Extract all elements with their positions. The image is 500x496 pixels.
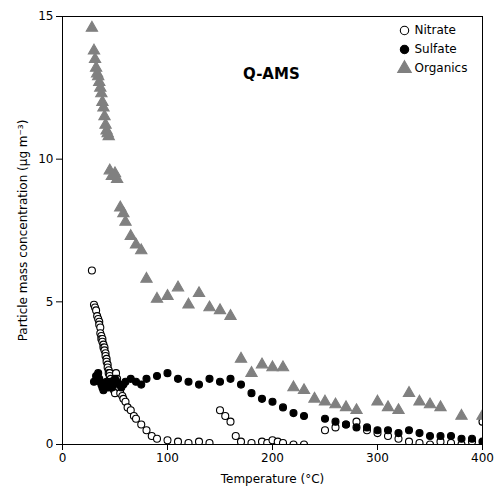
svg-text:300: 300	[366, 451, 389, 465]
svg-text:Temperature (°C): Temperature (°C)	[220, 472, 325, 486]
svg-text:5: 5	[46, 295, 54, 309]
svg-text:Nitrate: Nitrate	[415, 23, 456, 37]
svg-text:100: 100	[156, 451, 179, 465]
svg-text:Sulfate: Sulfate	[415, 42, 457, 56]
svg-text:Particle mass concentration (μ: Particle mass concentration (μg m⁻³)	[16, 120, 30, 342]
svg-text:10: 10	[38, 152, 53, 166]
svg-text:200: 200	[261, 451, 284, 465]
svg-text:0: 0	[59, 451, 67, 465]
svg-text:0: 0	[46, 437, 54, 451]
svg-text:15: 15	[38, 9, 53, 23]
svg-text:Q-AMS: Q-AMS	[243, 65, 300, 83]
svg-text:Organics: Organics	[415, 61, 468, 75]
svg-text:400: 400	[471, 451, 494, 465]
